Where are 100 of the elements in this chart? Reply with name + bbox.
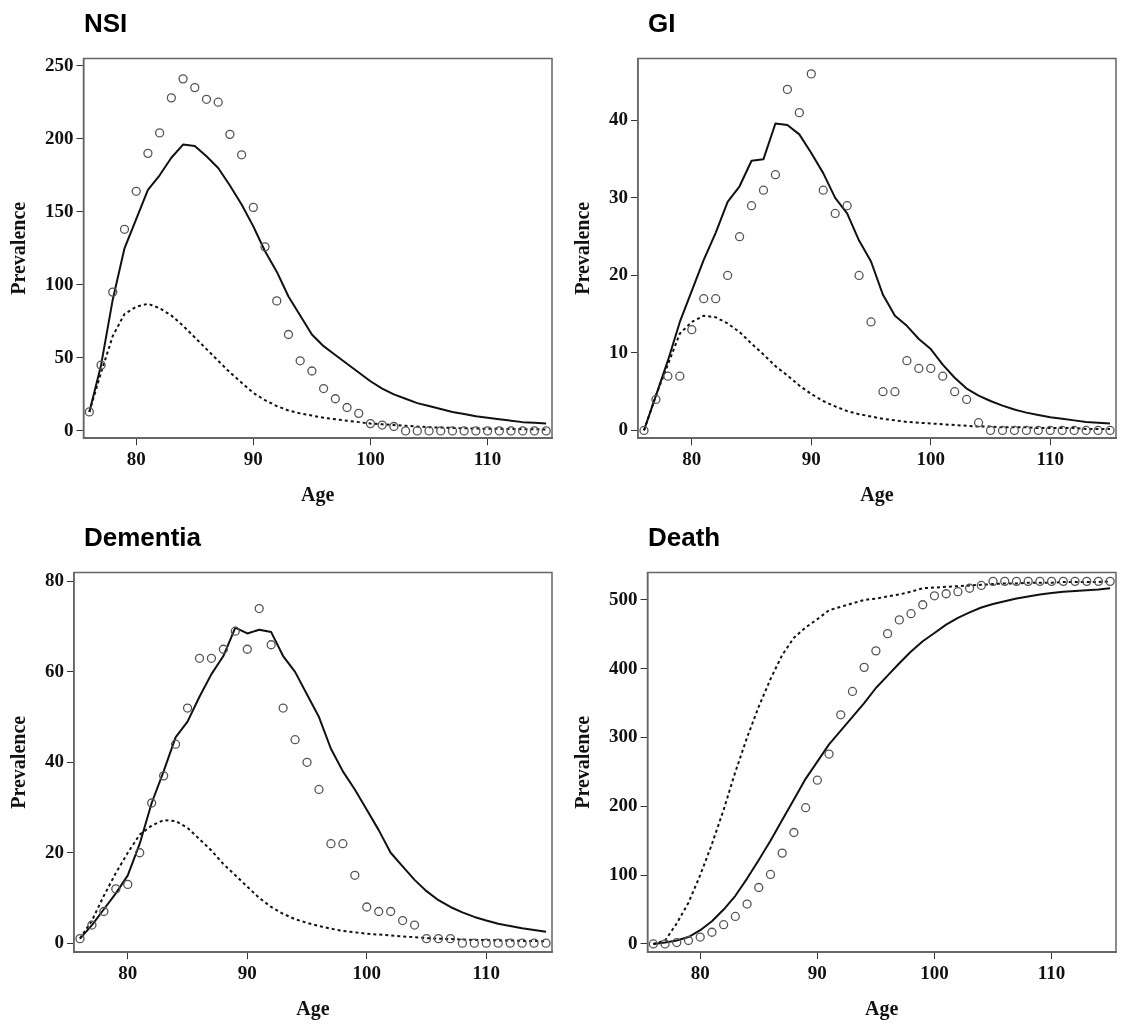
point bbox=[651, 394, 661, 405]
point bbox=[182, 703, 193, 713]
point bbox=[518, 426, 528, 436]
y-tick-label: 50 bbox=[54, 345, 74, 367]
point bbox=[481, 938, 491, 948]
point bbox=[770, 170, 781, 180]
y-tick-label: 20 bbox=[45, 840, 64, 862]
point bbox=[758, 185, 769, 195]
point bbox=[119, 224, 130, 234]
point bbox=[818, 185, 828, 195]
point bbox=[412, 426, 422, 436]
x-tick-label: 90 bbox=[801, 447, 821, 469]
x-tick-label: 80 bbox=[118, 961, 138, 983]
point bbox=[1000, 576, 1010, 586]
point bbox=[782, 84, 793, 95]
y-tick-label: 250 bbox=[45, 53, 74, 75]
point bbox=[338, 839, 348, 849]
point bbox=[178, 74, 188, 84]
y-tick-label: 100 bbox=[45, 272, 74, 294]
x-tick-label: 80 bbox=[126, 447, 146, 469]
y-axis-title: Prevalence bbox=[571, 715, 594, 809]
point bbox=[242, 644, 252, 654]
y-tick-label: 0 bbox=[618, 418, 628, 440]
point bbox=[350, 870, 360, 880]
point bbox=[236, 150, 247, 160]
point bbox=[230, 626, 240, 636]
point bbox=[266, 640, 276, 650]
point bbox=[131, 186, 141, 196]
y-tick-label: 0 bbox=[54, 931, 64, 953]
point bbox=[517, 938, 527, 948]
point bbox=[397, 915, 408, 926]
point bbox=[687, 325, 697, 335]
point bbox=[283, 329, 294, 340]
point bbox=[135, 848, 145, 858]
point bbox=[663, 371, 673, 381]
point bbox=[711, 294, 721, 304]
y-tick-label: 400 bbox=[609, 656, 638, 678]
y-tick-label: 300 bbox=[609, 725, 638, 747]
point bbox=[878, 387, 888, 397]
x-axis-title: Age bbox=[860, 483, 894, 507]
x-tick-label: 90 bbox=[237, 961, 257, 983]
y-tick-label: 20 bbox=[609, 263, 628, 285]
point bbox=[918, 600, 928, 610]
x-tick-label: 100 bbox=[916, 447, 946, 469]
point bbox=[722, 270, 733, 281]
point bbox=[754, 882, 764, 893]
point bbox=[806, 69, 816, 79]
point bbox=[938, 371, 948, 381]
point bbox=[1045, 425, 1055, 436]
point bbox=[493, 938, 503, 948]
point bbox=[639, 425, 649, 436]
x-tick-label: 80 bbox=[690, 961, 710, 983]
point bbox=[997, 425, 1008, 436]
point bbox=[206, 653, 217, 663]
point bbox=[854, 270, 864, 281]
point bbox=[158, 771, 169, 781]
chart-title: Death bbox=[648, 522, 721, 553]
y-tick-label: 0 bbox=[628, 931, 638, 953]
point bbox=[842, 201, 852, 211]
point bbox=[675, 371, 685, 381]
point bbox=[459, 426, 469, 436]
point bbox=[400, 426, 411, 436]
point bbox=[278, 703, 288, 713]
point bbox=[108, 287, 118, 297]
point bbox=[871, 646, 881, 656]
point bbox=[482, 426, 493, 436]
point bbox=[973, 418, 984, 428]
point bbox=[777, 848, 787, 858]
point bbox=[154, 128, 165, 138]
point bbox=[302, 757, 312, 767]
point bbox=[111, 884, 121, 894]
point bbox=[290, 735, 300, 745]
y-tick-label: 60 bbox=[45, 659, 64, 681]
point bbox=[494, 426, 504, 436]
x-tick-label: 110 bbox=[1037, 961, 1066, 983]
point bbox=[683, 935, 694, 946]
point bbox=[541, 938, 551, 948]
point bbox=[409, 920, 420, 930]
point bbox=[75, 933, 85, 944]
point bbox=[950, 387, 960, 397]
point bbox=[170, 739, 181, 749]
point bbox=[506, 426, 516, 436]
point bbox=[248, 202, 258, 213]
chart-title: Dementia bbox=[84, 522, 202, 553]
point bbox=[96, 360, 106, 370]
point bbox=[354, 408, 364, 419]
y-tick-label: 10 bbox=[609, 340, 628, 362]
point bbox=[894, 615, 904, 625]
point bbox=[421, 933, 432, 944]
point bbox=[1082, 576, 1092, 586]
point bbox=[386, 906, 396, 917]
chart-title: NSI bbox=[84, 8, 128, 39]
point bbox=[272, 296, 282, 306]
point bbox=[377, 420, 387, 430]
point bbox=[469, 938, 479, 948]
y-tick-label: 200 bbox=[45, 126, 74, 148]
point bbox=[648, 939, 659, 949]
point bbox=[1070, 576, 1080, 586]
y-axis-title: Prevalence bbox=[571, 201, 594, 295]
point bbox=[389, 421, 399, 432]
